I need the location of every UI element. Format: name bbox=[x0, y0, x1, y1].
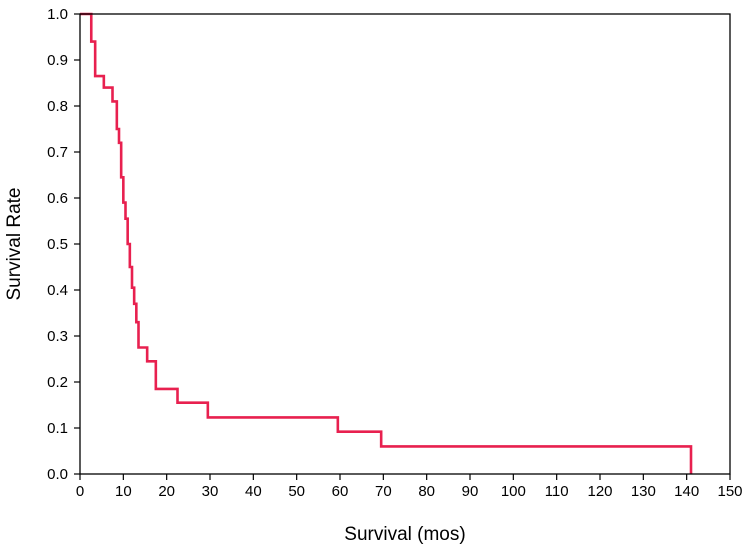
y-tick-label: 1.0 bbox=[47, 6, 68, 23]
y-tick-label: 0.8 bbox=[47, 98, 68, 115]
y-tick-label: 0.2 bbox=[47, 374, 68, 391]
x-tick-label: 80 bbox=[418, 483, 435, 500]
y-tick-label: 0.6 bbox=[47, 190, 68, 207]
y-tick-label: 0.1 bbox=[47, 420, 68, 437]
y-tick-label: 0.4 bbox=[47, 282, 68, 299]
x-tick-label: 150 bbox=[717, 483, 742, 500]
x-tick-label: 60 bbox=[332, 483, 349, 500]
x-tick-label: 110 bbox=[545, 483, 569, 500]
plot-frame bbox=[79, 13, 731, 475]
y-tick-label: 0.3 bbox=[47, 328, 68, 345]
x-axis-title: Survival (mos) bbox=[344, 524, 465, 545]
x-tick-label: 90 bbox=[462, 483, 479, 500]
x-tick-label: 20 bbox=[158, 483, 175, 500]
x-tick-label: 40 bbox=[245, 483, 262, 500]
y-tick-label: 0.9 bbox=[47, 52, 68, 69]
series-layer bbox=[80, 12, 693, 474]
x-tick-label: 70 bbox=[375, 483, 392, 500]
y-tick-label: 0.7 bbox=[47, 144, 68, 161]
x-tick-label: 0 bbox=[76, 483, 84, 500]
x-tick-label: 50 bbox=[288, 483, 305, 500]
survival-curve-series-0 bbox=[80, 12, 693, 474]
y-axis-title: Survival Rate bbox=[4, 188, 25, 301]
ticks-layer: 0 10 20 30 40 50 60 70 80 90 100 110 120 130 140 150 0.0… bbox=[47, 6, 742, 500]
x-tick-label: 120 bbox=[587, 483, 612, 500]
y-tick-label: 0.0 bbox=[47, 466, 68, 483]
x-tick-label: 30 bbox=[202, 483, 219, 500]
y-tick-label: 0.5 bbox=[47, 236, 68, 253]
x-tick-label: 10 bbox=[115, 483, 132, 500]
x-tick-label: 100 bbox=[501, 483, 526, 500]
x-tick-label: 140 bbox=[674, 483, 699, 500]
x-tick-label: 130 bbox=[631, 483, 656, 500]
